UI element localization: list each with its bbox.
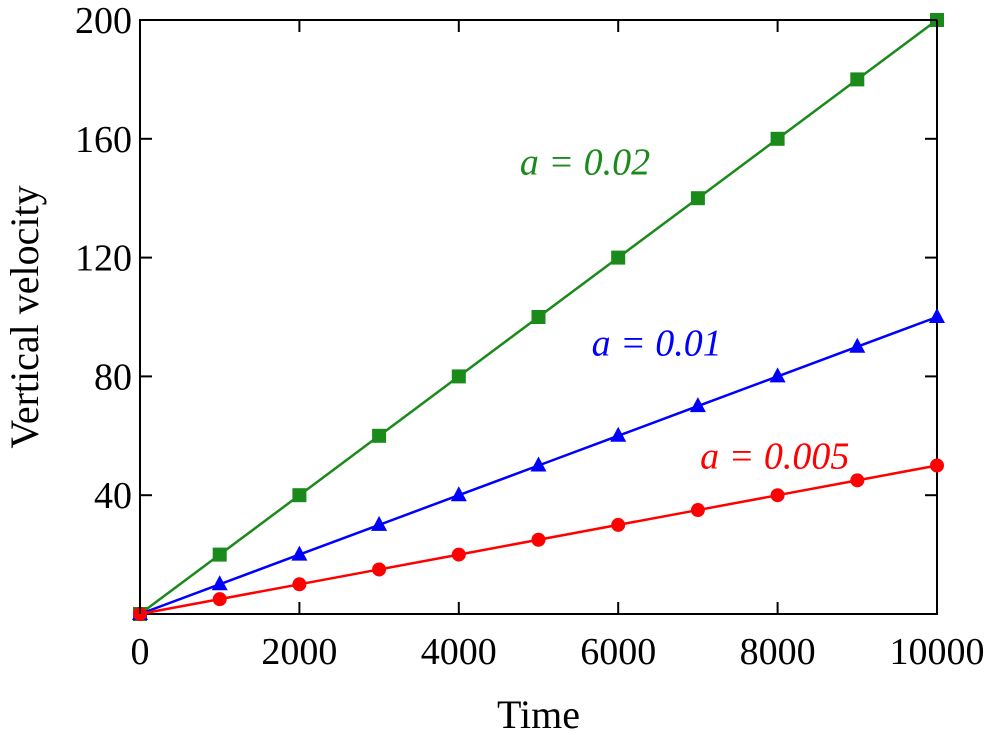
- x-tick-label: 4000: [421, 631, 497, 673]
- data-point-square: [292, 488, 307, 503]
- data-point-triangle: [450, 486, 467, 502]
- x-tick-label: 6000: [580, 631, 656, 673]
- y-axis-title: Vertical velocity: [2, 185, 47, 448]
- data-point-triangle: [929, 308, 945, 323]
- data-point-circle: [770, 488, 785, 503]
- data-point-square: [451, 369, 466, 384]
- x-axis-title: Time: [497, 692, 580, 735]
- data-point-square: [531, 310, 546, 324]
- data-point-square: [611, 250, 626, 265]
- data-point-square: [770, 131, 785, 146]
- series-circle: [133, 458, 944, 621]
- data-point-circle: [451, 547, 466, 562]
- series-triangle: [132, 308, 945, 620]
- x-tick-label: 8000: [740, 631, 816, 673]
- series-annotations: a = 0.02 a = 0.01 a = 0.005: [520, 141, 849, 477]
- series-label: a = 0.005: [700, 435, 849, 477]
- y-tick-label: 200: [75, 0, 132, 42]
- series-square: [133, 13, 944, 621]
- data-point-circle: [611, 517, 626, 532]
- axis-ticks: 0 2000 4000 6000 8000 10000 40 80 120 160 200: [75, 0, 985, 673]
- data-point-triangle: [849, 337, 866, 353]
- data-point-triangle: [211, 575, 228, 591]
- data-point-triangle: [610, 426, 627, 442]
- data-point-triangle: [371, 515, 388, 531]
- data-point-circle: [690, 503, 705, 518]
- y-tick-label: 80: [94, 356, 132, 398]
- y-tick-label: 160: [75, 119, 132, 161]
- data-point-triangle: [291, 545, 308, 561]
- data-point-circle: [372, 562, 387, 577]
- series-label: a = 0.02: [520, 141, 650, 183]
- series-label: a = 0.01: [592, 323, 722, 365]
- x-tick-label: 2000: [261, 631, 337, 673]
- data-point-square: [372, 428, 387, 443]
- x-tick-label: 0: [131, 631, 150, 673]
- series-layer: [132, 13, 945, 621]
- data-point-circle: [292, 577, 307, 592]
- data-point-square: [690, 191, 705, 206]
- data-point-triangle: [530, 456, 547, 472]
- data-point-circle: [850, 473, 865, 488]
- data-point-triangle: [689, 397, 706, 413]
- data-point-square: [850, 72, 865, 87]
- data-point-square: [212, 547, 227, 562]
- y-tick-label: 120: [75, 238, 132, 280]
- x-tick-label: 10000: [890, 631, 985, 673]
- data-point-circle: [930, 458, 944, 473]
- y-tick-label: 40: [94, 475, 132, 517]
- data-point-circle: [531, 532, 546, 547]
- data-point-triangle: [769, 367, 786, 383]
- data-point-circle: [212, 592, 227, 607]
